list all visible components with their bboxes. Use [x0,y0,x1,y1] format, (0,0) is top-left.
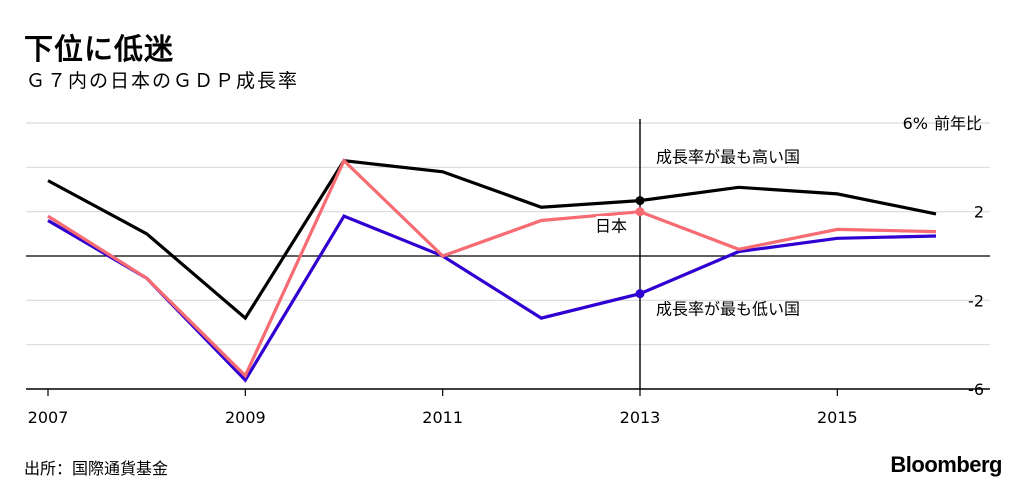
x-tick-label: 2011 [422,408,463,427]
chart-title: 下位に低迷 [24,32,175,66]
brand-logo: Bloomberg [890,452,1002,477]
y-tick-label: -2 [968,291,984,310]
japan-point [635,207,645,217]
x-tick-label: 2015 [817,408,858,427]
chart-subtitle: Ｇ７内の日本のＧＤＰ成長率 [26,70,300,92]
y-tick-label: 2 [974,203,984,222]
highest-growth-line [47,158,937,321]
highest-growth-point [635,196,645,206]
annotation-highest: 成長率が最も高い国 [656,148,800,167]
y-tick-label: -6 [968,380,984,399]
lowest-growth-point [635,289,645,299]
y-tick-label: 6% [903,114,928,133]
source-note: 出所：国際通貨基金 [24,459,169,478]
x-tick-label: 2007 [28,408,69,427]
x-tick-label: 2013 [620,408,661,427]
annotation-japan-halo: 日本 [595,217,627,236]
lowest-growth-line [47,214,937,383]
annotation-japan: 日本 [595,217,627,236]
japan-line [47,157,937,379]
annotation-lowest: 成長率が最も低い国 [656,300,800,319]
y-axis-label: 前年比 [934,114,982,133]
x-tick-label: 2009 [225,408,266,427]
